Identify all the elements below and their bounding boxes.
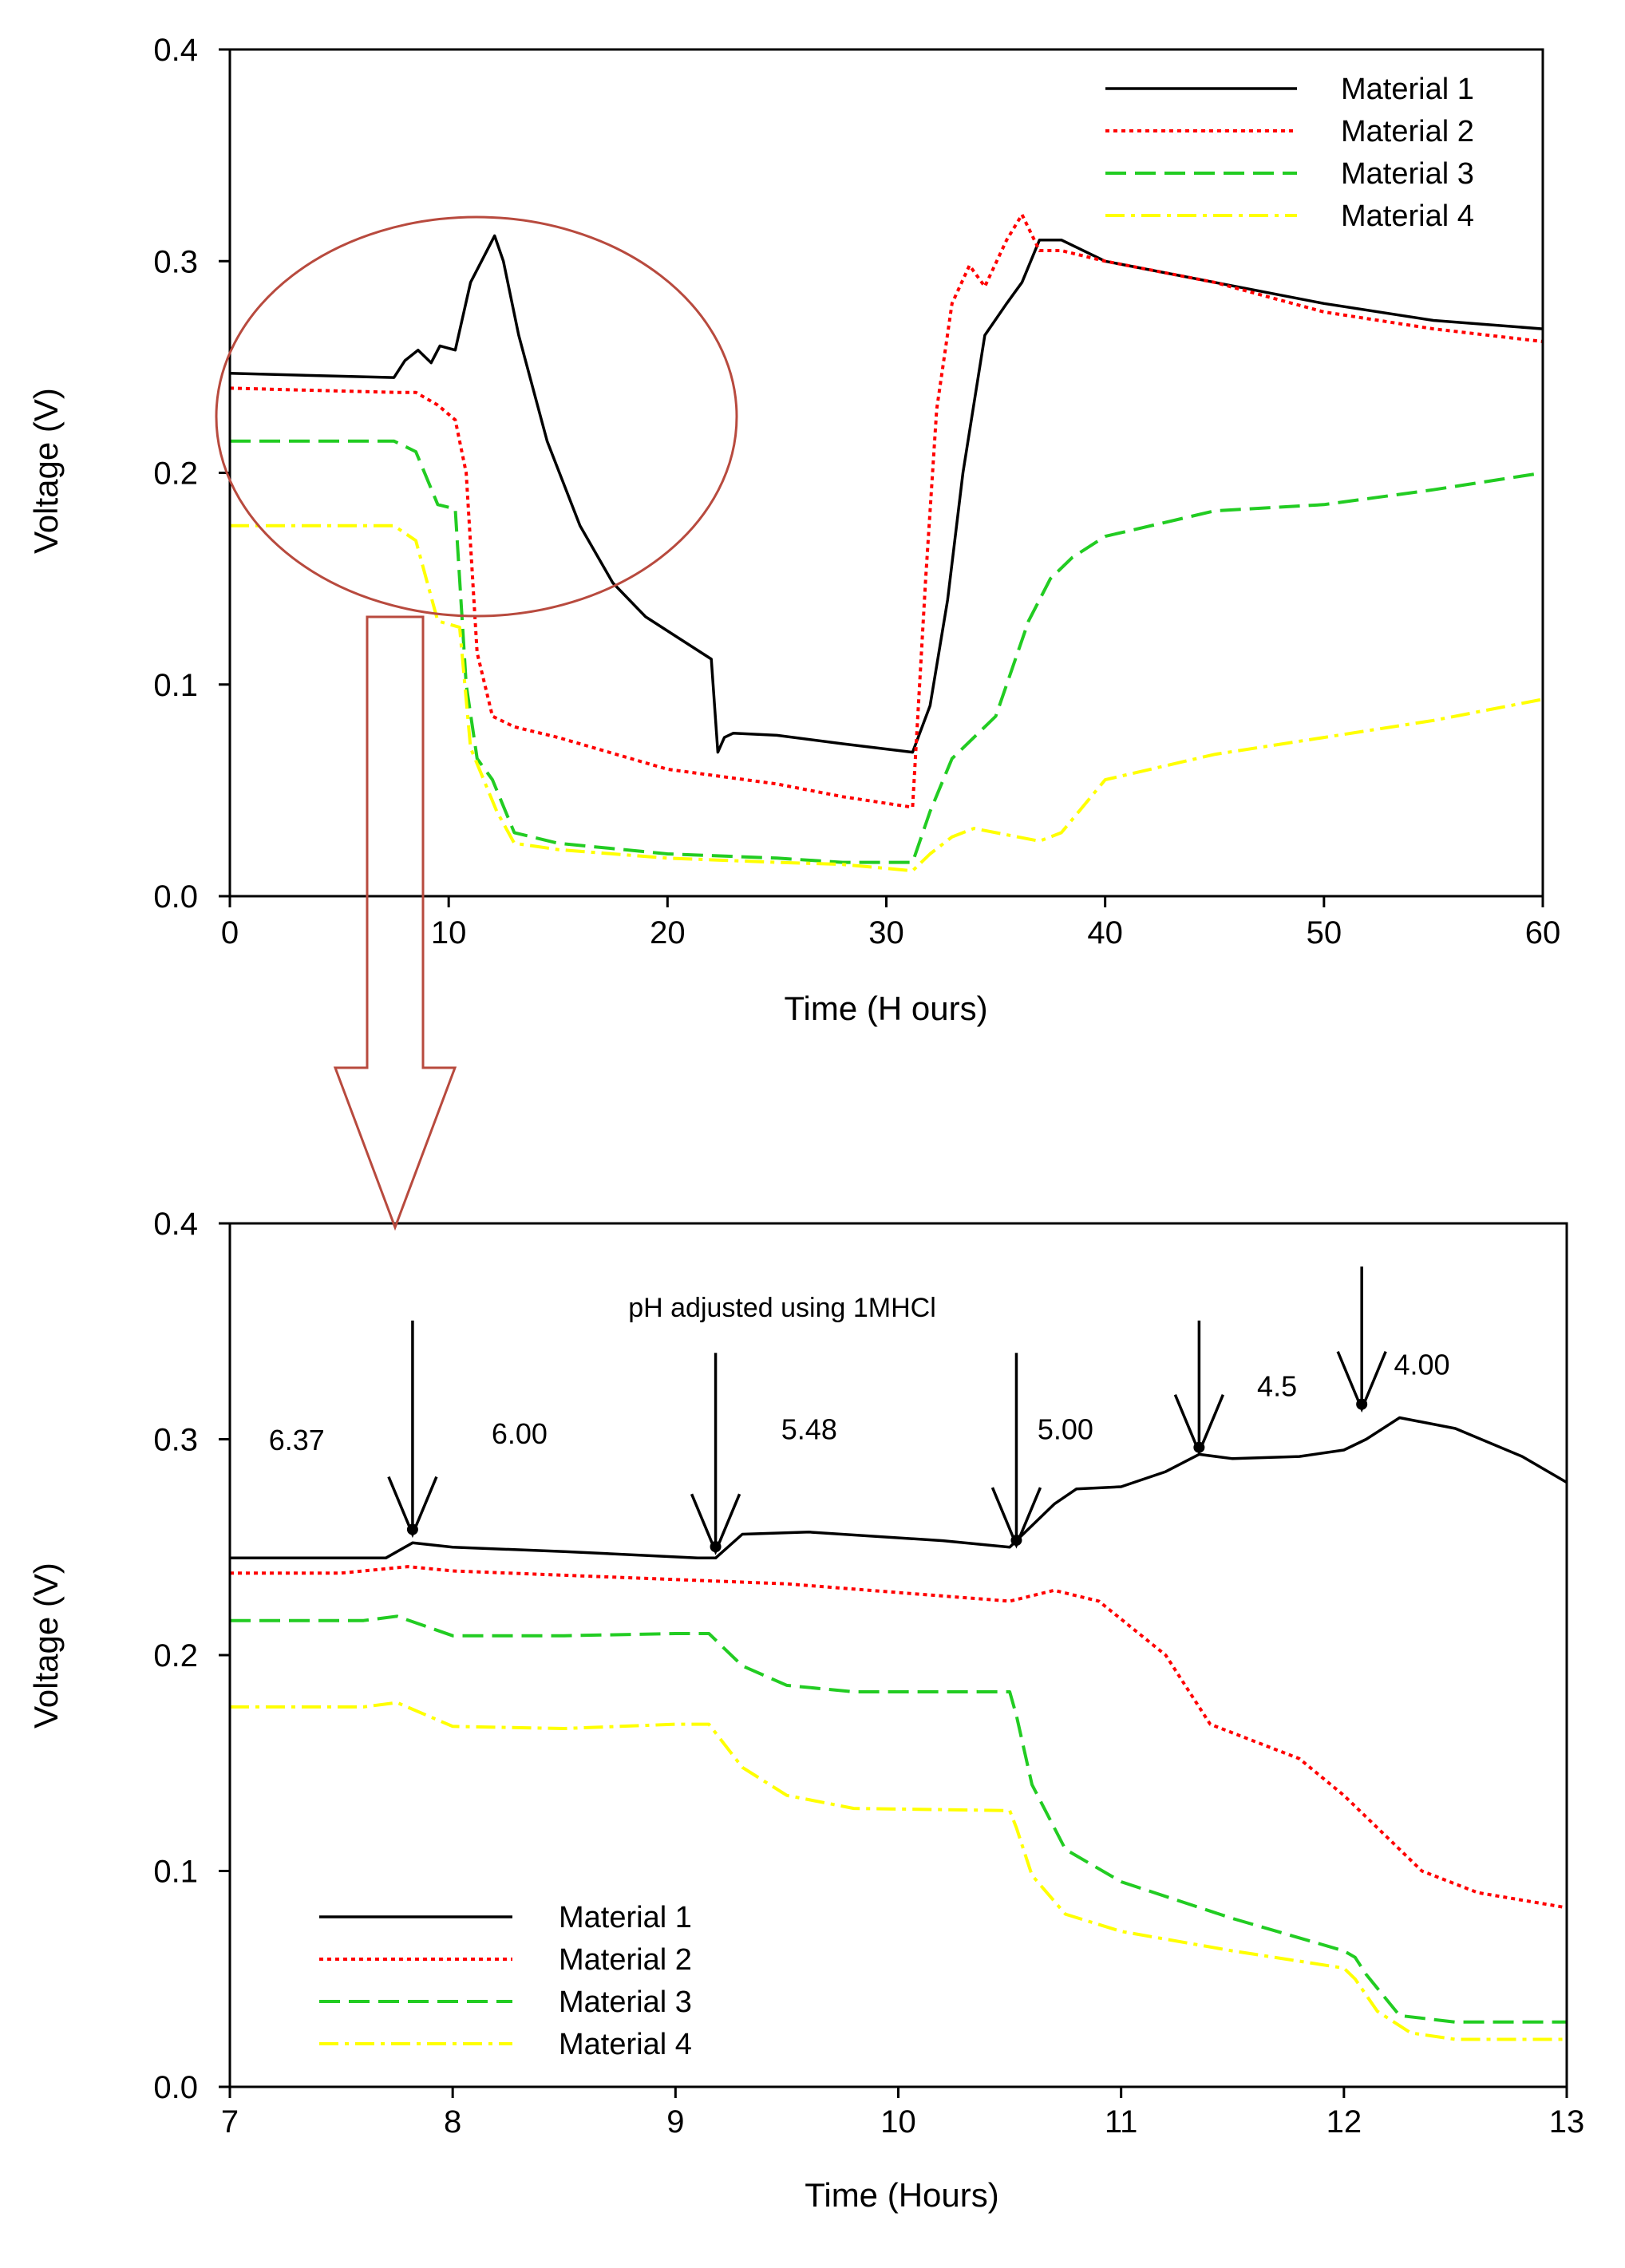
y-tick-label: 0.1 [153,1855,198,1890]
series-line-2 [229,212,1544,809]
series-line-3 [230,439,1544,864]
legend-label: Material 2 [559,1943,692,1977]
legend-label: Material 4 [1341,200,1474,233]
y-tick-label: 0.4 [153,1207,198,1242]
legend-label: Material 3 [1341,157,1474,191]
chart-title: pH adjusted using 1MHCl [628,1293,936,1323]
ph-annotation: 4.5 [1257,1369,1297,1402]
ph-annotation: 5.48 [781,1413,837,1446]
legend-label: Material 2 [1341,115,1474,148]
y-tick-label: 0.3 [153,1423,198,1458]
legend: Material 1 Material 2 Material 3 Material 4 [1105,73,1474,233]
legend-label: Material 1 [559,1901,692,1934]
x-tick-label: 20 [650,915,686,950]
zoom-region-ellipse [215,215,738,618]
chart-overview: 0 10 20 30 40 50 60 0.0 0.1 0.2 0.3 0.4 Time (H ours… [27,33,1560,1027]
y-tick-label: 0.0 [153,879,198,915]
series-line-1 [230,1416,1568,1560]
x-tick-label: 7 [221,2104,239,2140]
y-tick-label: 0.0 [153,2070,198,2105]
ph-arrow-tip [406,1523,418,1535]
x-tick-label: 13 [1549,2104,1585,2140]
series-line-4 [230,524,1544,873]
legend-label: Material 4 [559,2028,692,2061]
x-tick-label: 11 [1105,2104,1138,2140]
plot-frame [228,1222,1568,2088]
x-tick-label: 0 [221,915,239,950]
y-tick-label: 0.4 [153,33,198,68]
ph-annotation: 6.37 [269,1424,325,1456]
chart-zoom: 7 8 9 10 11 12 13 0.0 0.1 0.2 0.3 0.4 Time (Hours) Vo… [27,1207,1584,2214]
x-tick-label: 8 [444,2104,461,2140]
x-tick-label: 10 [431,915,467,950]
y-tick-label: 0.3 [153,244,198,279]
ph-arrow-tip [1193,1441,1205,1453]
y-axis-label: Voltage (V) [27,1563,65,1729]
x-axis-label: Time (H ours) [784,990,987,1027]
legend-label: Material 1 [1341,73,1474,106]
x-axis-label: Time (Hours) [805,2176,998,2214]
series-line-1 [229,234,1544,754]
legend: Material 1 Material 2 Material 3 Material 4 [319,1901,692,2061]
y-axis-label: Voltage (V) [27,388,65,554]
y-tick-label: 0.1 [153,668,198,703]
y-tick-label: 0.2 [153,1638,198,1673]
x-tick-label: 9 [666,2104,684,2140]
x-tick-label: 10 [880,2104,916,2140]
y-tick-label: 0.2 [153,456,198,492]
ph-annotation: 4.00 [1394,1348,1450,1381]
series-line-4 [230,1701,1567,2041]
x-tick-label: 50 [1307,915,1342,950]
x-tick-label: 30 [868,915,904,950]
ph-annotation: 6.00 [492,1417,548,1450]
x-tick-label: 60 [1525,915,1561,950]
series-line-3 [230,1614,1567,2024]
x-tick-label: 40 [1087,915,1123,950]
series-line-2 [230,1565,1568,1910]
ph-arrow-tip [1010,1535,1022,1547]
ph-annotation: 5.00 [1038,1413,1093,1446]
legend-label: Material 3 [559,1985,692,2019]
x-tick-label: 12 [1326,2104,1362,2140]
ph-arrow-tip [710,1541,722,1553]
ph-arrow-tip [1356,1398,1368,1410]
zoom-arrow [333,615,457,1231]
